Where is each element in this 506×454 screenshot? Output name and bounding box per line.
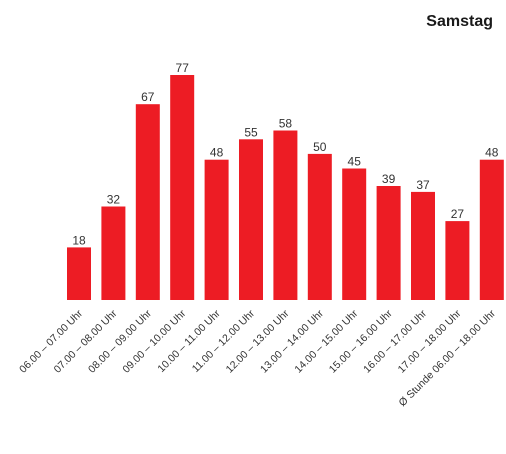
bar-8 <box>307 153 332 300</box>
tick-label-12: 17.00 – 18.00 Uhr <box>396 307 464 375</box>
tick-label-7: 12.00 – 13.00 Uhr <box>224 307 292 375</box>
data-label-8: 50 <box>313 140 327 154</box>
data-label-4: 77 <box>176 61 190 75</box>
data-label-10: 39 <box>382 172 396 186</box>
data-label-2: 32 <box>107 193 121 207</box>
chart-title: Samstag <box>426 13 493 30</box>
data-label-3: 67 <box>141 90 155 104</box>
bar-10 <box>376 186 401 300</box>
data-label-12: 27 <box>451 207 465 221</box>
tick-label-4: 09.00 – 10.00 Uhr <box>120 307 188 375</box>
data-labels-group: 18 32 67 77 48 55 58 50 45 39 37 27 48 <box>72 61 498 247</box>
bar-3 <box>135 104 160 300</box>
bar-9 <box>342 168 367 300</box>
data-label-11: 37 <box>416 178 430 192</box>
tick-label-3: 08.00 – 09.00 Uhr <box>86 307 154 375</box>
tick-label-8: 13.00 – 14.00 Uhr <box>258 307 326 375</box>
tick-label-6: 11.00 – 12.00 Uhr <box>190 307 258 375</box>
tick-label-9: 14.00 – 15.00 Uhr <box>292 307 360 375</box>
tick-label-5: 10.00 – 11.00 Uhr <box>155 307 223 375</box>
bar-5 <box>204 159 229 300</box>
data-label-7: 58 <box>279 117 293 131</box>
bar-6 <box>239 139 263 300</box>
data-label-9: 45 <box>348 155 362 169</box>
data-label-1: 18 <box>72 233 86 247</box>
tick-label-1: 06.00 – 07.00 Uhr <box>17 307 85 375</box>
tick-label-2: 07.00 – 08.00 Uhr <box>52 307 120 375</box>
bar-7 <box>273 130 298 300</box>
bar-12 <box>445 221 470 300</box>
bar-11 <box>411 191 435 300</box>
bar-4 <box>170 75 195 300</box>
data-label-5: 48 <box>210 146 224 160</box>
bar-13 <box>479 159 504 300</box>
tick-label-11: 16.00 – 17.00 Uhr <box>361 307 429 375</box>
data-label-6: 55 <box>244 125 258 139</box>
bar-1 <box>67 247 91 300</box>
data-label-13: 48 <box>485 146 499 160</box>
bars-group <box>67 75 504 300</box>
bar-2 <box>101 206 126 300</box>
tick-label-10: 15.00 – 16.00 Uhr <box>327 307 395 375</box>
